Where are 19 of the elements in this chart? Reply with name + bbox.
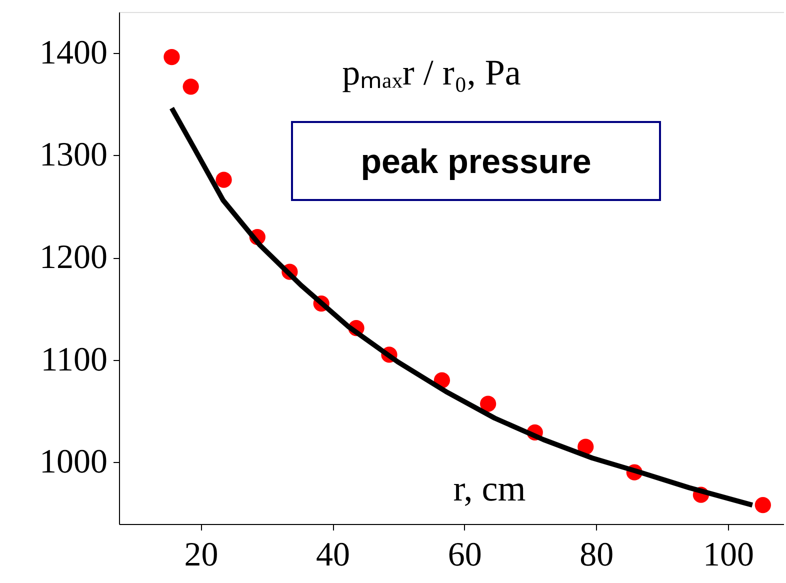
x-tick-label: 80 xyxy=(580,536,614,574)
y-axis-title: pₘₐₓr / r₀, Pa xyxy=(342,52,521,92)
point xyxy=(754,497,771,514)
y-tick-label: 1100 xyxy=(40,341,108,378)
y-tick-label: 1200 xyxy=(40,239,108,276)
point xyxy=(578,438,594,455)
x-tick-label: 40 xyxy=(316,536,350,574)
y-tick-label: 1300 xyxy=(40,136,108,174)
x-axis-title: r, cm xyxy=(453,468,526,508)
x-tick-label: 60 xyxy=(448,536,482,574)
text: peak pressure xyxy=(360,143,592,181)
point xyxy=(182,78,199,95)
x-tick-label: 100 xyxy=(702,536,754,574)
point xyxy=(216,172,232,188)
x-tick-label: 20 xyxy=(184,536,218,574)
y-tick-label: 1400 xyxy=(40,34,108,72)
y-tick-label: 1000 xyxy=(40,444,108,481)
point xyxy=(480,396,496,412)
point xyxy=(164,48,180,66)
